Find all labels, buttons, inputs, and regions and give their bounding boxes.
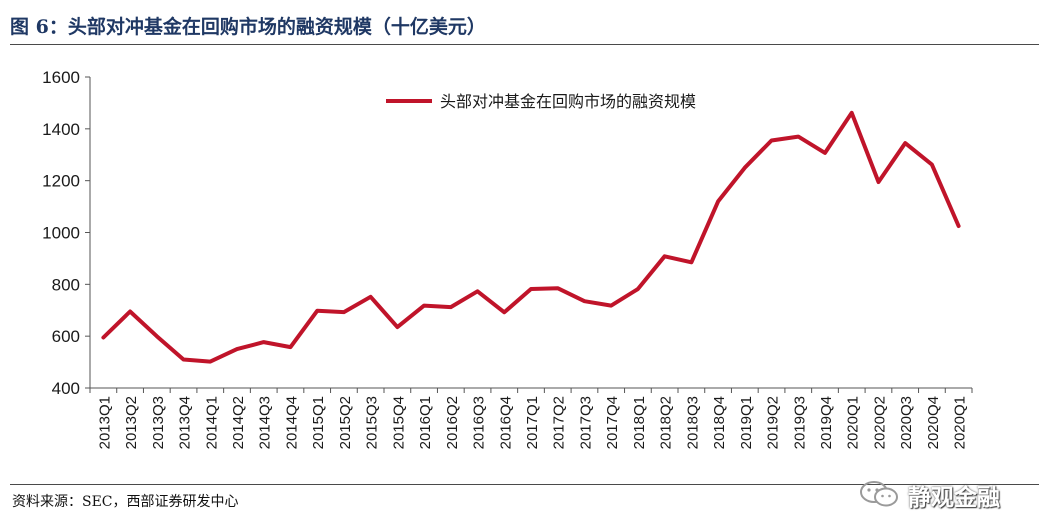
x-tick-label: 2016Q3 [471,396,488,449]
watermark-text: 静观金融 [908,485,1000,511]
x-tick-label: 2018Q2 [658,396,675,449]
x-tick-label: 2013Q3 [150,396,167,449]
x-tick-label: 2015Q1 [310,396,327,449]
x-tick-label: 2017Q2 [551,396,568,449]
x-tick-label: 2016Q4 [497,396,514,449]
x-tick-label: 2015Q4 [390,396,407,449]
x-tick-label: 2016Q1 [417,396,434,449]
x-tick-label: 2020Q1 [845,396,862,449]
x-tick-label: 2014Q2 [230,396,247,449]
x-tick-label: 2018Q4 [711,396,728,449]
x-tick-label: 2017Q4 [604,396,621,449]
legend-label: 头部对冲基金在回购市场的融资规模 [440,92,696,111]
y-tick-label: 600 [52,327,80,346]
y-tick-label: 800 [52,275,80,294]
x-tick-label: 2014Q4 [283,396,300,449]
series-line [101,110,961,364]
y-tick-label: 400 [52,379,80,398]
x-tick-label: 2013Q1 [96,396,113,449]
x-tick-label: 2016Q2 [444,396,461,449]
x-tick-label: 2013Q2 [123,396,140,449]
source-note: 资料来源：SEC，西部证券研发中心 [12,494,239,510]
y-tick-label: 1600 [42,68,80,87]
y-tick-label: 1200 [42,172,80,191]
wechat-icon [860,481,898,507]
x-tick-label: 2018Q3 [684,396,701,449]
x-tick-label: 2020Q3 [898,396,915,449]
y-tick-label: 1400 [42,120,80,139]
watermark: 静观金融 [858,476,1036,511]
x-tick-label: 2017Q1 [524,396,541,449]
x-tick-label: 2019Q3 [791,396,808,449]
x-tick-label: 2020Q1 [952,396,969,449]
series-layer [101,110,961,364]
x-tick-label: 2017Q3 [577,396,594,449]
title-divider [10,44,1039,45]
x-tick-label: 2014Q1 [203,396,220,449]
x-tick-label: 2018Q1 [631,396,648,449]
chart-title: 图 6：头部对冲基金在回购市场的融资规模（十亿美元） [10,16,486,38]
x-tick-label: 2020Q2 [871,396,888,449]
x-axis: 2013Q1 2013Q2 2013Q3 2013Q4 2014Q1 2014Q2 2014… [89,387,973,449]
x-tick-label: 2019Q2 [765,396,782,449]
y-tick-label: 1000 [42,224,80,243]
x-tick-label: 2013Q4 [177,396,194,449]
x-tick-label: 2015Q2 [337,396,354,449]
legend: 头部对冲基金在回购市场的融资规模 [386,92,696,111]
x-tick-label: 2015Q3 [364,396,381,449]
x-tick-label: 2020Q4 [925,396,942,449]
x-tick-label: 2019Q4 [818,396,835,449]
footer-divider [10,484,1039,485]
x-tick-label: 2019Q1 [738,396,755,449]
x-tick-label: 2014Q3 [257,396,274,449]
y-axis: 400 600 800 1000 1200 1400 1600 [42,68,91,398]
